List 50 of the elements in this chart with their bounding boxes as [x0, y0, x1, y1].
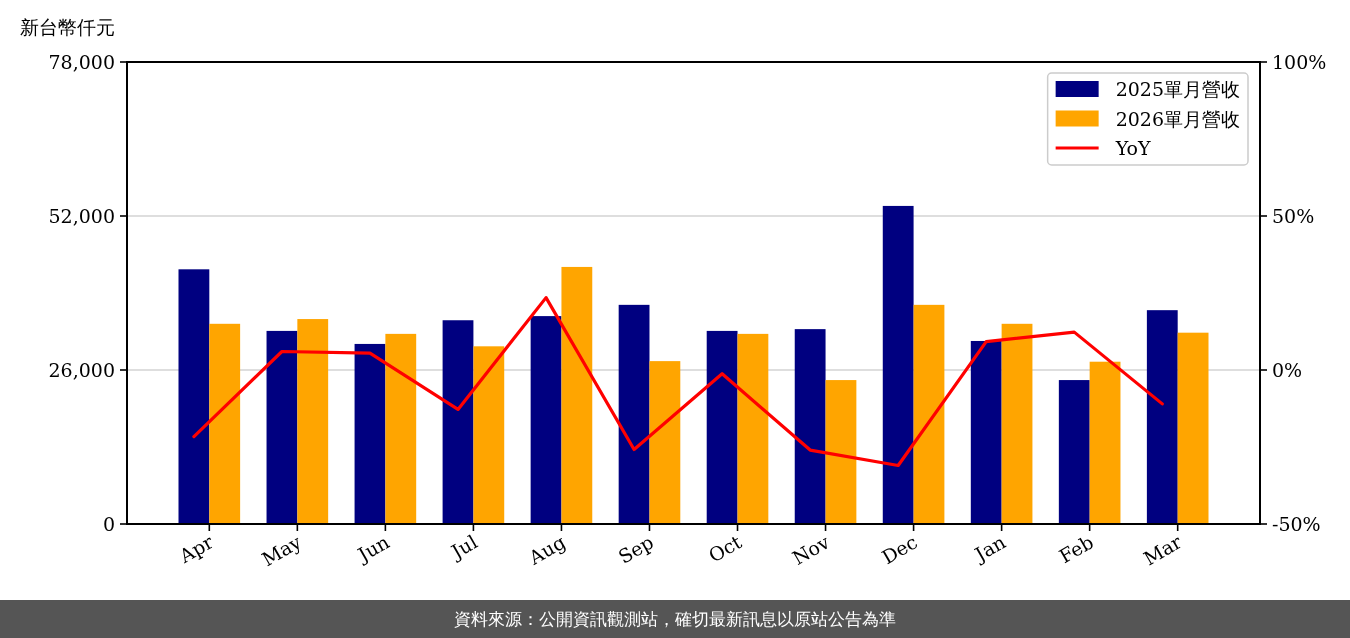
- y-tick-label: 0: [102, 513, 115, 535]
- bar: [882, 205, 914, 524]
- x-tick-label: Feb: [1055, 530, 1098, 568]
- bar: [1089, 361, 1121, 524]
- bar: [297, 319, 329, 524]
- bar: [1177, 332, 1209, 524]
- footer: 資料來源：公開資訊觀測站，確切最新訊息以原站公告為準: [0, 600, 1350, 638]
- legend-label: 2025單月營收: [1115, 78, 1240, 100]
- y-tick-label: 78,000: [48, 51, 115, 73]
- y2-tick-label: 0%: [1272, 359, 1303, 381]
- legend-label: 2026單月營收: [1115, 107, 1240, 130]
- x-tick-label: Jan: [969, 530, 1010, 567]
- x-tick-label: Oct: [704, 530, 746, 567]
- bar: [385, 333, 417, 524]
- bar: [649, 361, 681, 524]
- y2-tick-label: -50%: [1272, 513, 1321, 535]
- x-tick-label: Jul: [445, 530, 481, 564]
- bar: [178, 269, 210, 524]
- bar: [618, 304, 650, 524]
- bar: [561, 266, 593, 524]
- bar: [354, 343, 386, 524]
- bar: [1058, 380, 1090, 524]
- x-tick-label: May: [257, 530, 306, 571]
- bar: [1146, 310, 1178, 524]
- x-tick-label: Apr: [174, 530, 218, 568]
- source-note: 資料來源：公開資訊觀測站，確切最新訊息以原站公告為準: [454, 609, 896, 629]
- y-axis-title: 新台幣仟元: [20, 16, 115, 38]
- bar: [1001, 323, 1033, 524]
- bar: [970, 340, 1002, 524]
- x-tick-label: Aug: [524, 530, 569, 570]
- bar: [209, 323, 241, 524]
- bar: [266, 330, 298, 524]
- bar: [913, 304, 945, 524]
- bar: [794, 329, 826, 524]
- legend-label: YoY: [1114, 137, 1151, 159]
- bar: [530, 316, 562, 524]
- bar: [825, 380, 857, 524]
- x-tick-label: Sep: [614, 530, 657, 568]
- bar: [737, 333, 769, 524]
- x-tick-label: Jun: [352, 530, 393, 567]
- y-tick-label: 52,000: [48, 205, 115, 227]
- x-tick-label: Dec: [877, 530, 922, 569]
- y-tick-label: 26,000: [48, 359, 115, 381]
- y2-tick-label: 100%: [1272, 51, 1327, 73]
- x-tick-label: Mar: [1139, 530, 1186, 570]
- y2-tick-label: 50%: [1272, 205, 1315, 227]
- x-tick-label: Nov: [788, 530, 834, 569]
- bar: [442, 320, 474, 524]
- bar: [473, 346, 505, 524]
- bar: [706, 330, 738, 524]
